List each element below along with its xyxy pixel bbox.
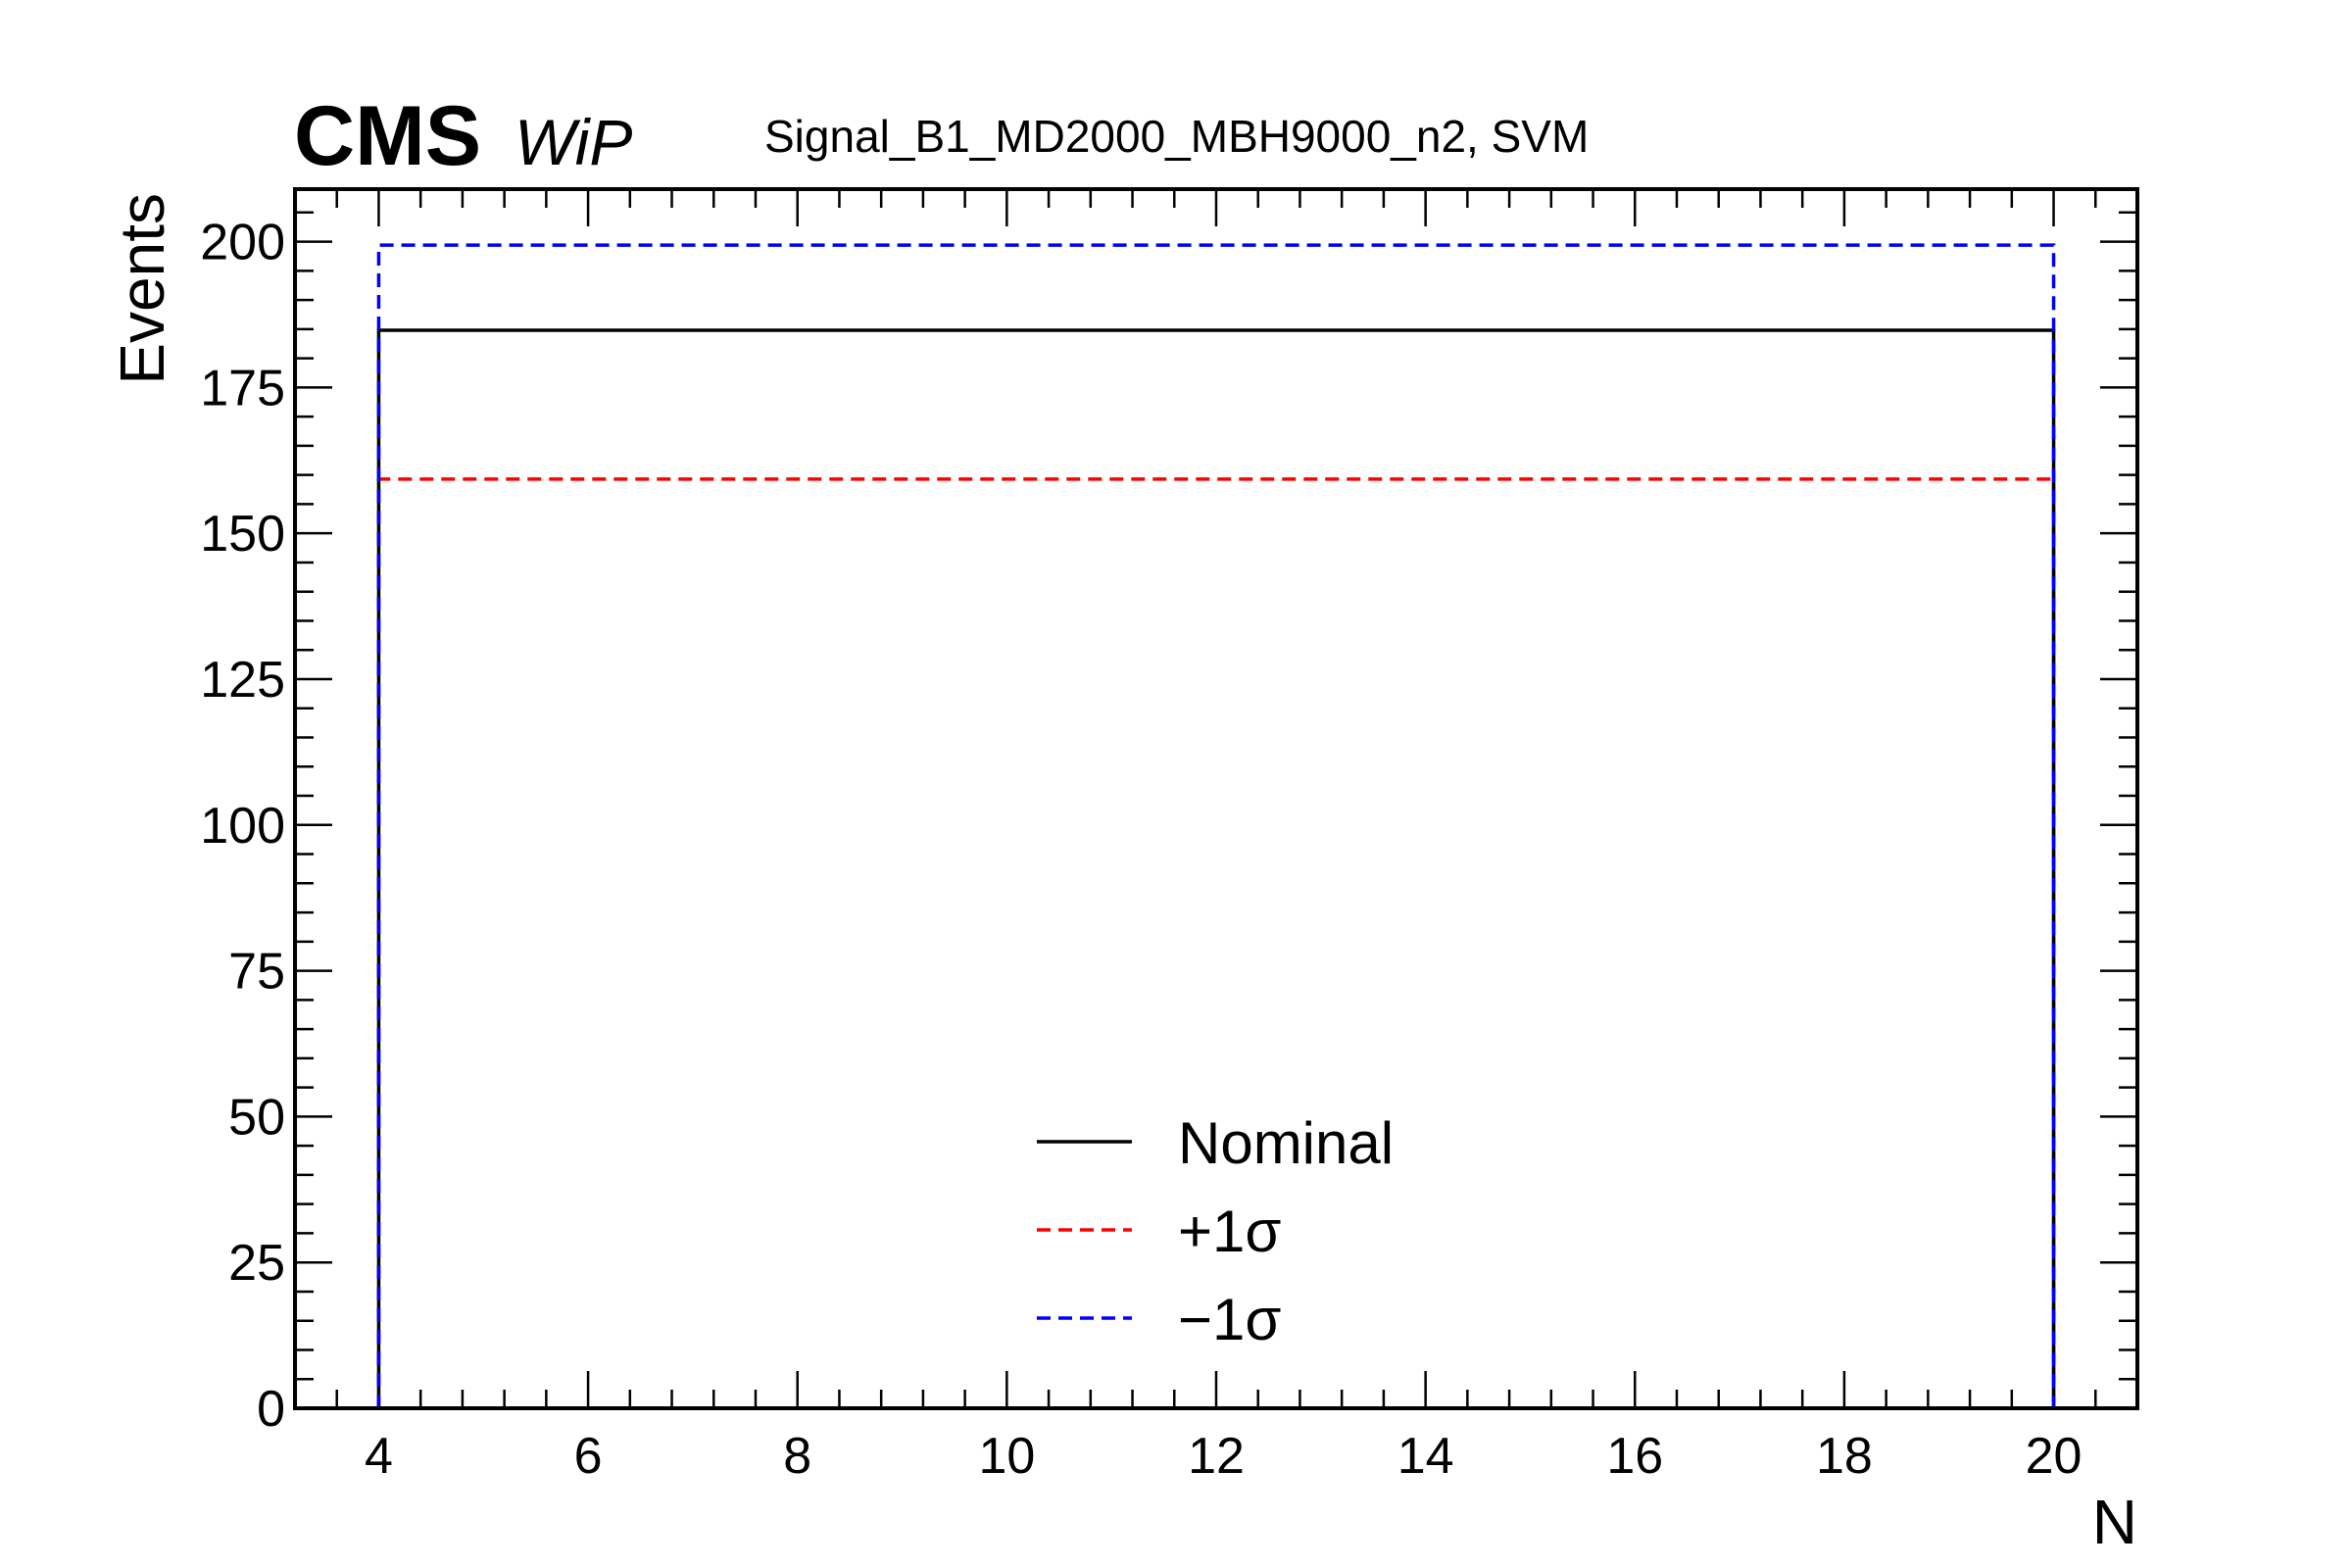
legend-label-1: +1σ — [1178, 1199, 1281, 1264]
x-tick-label: 4 — [365, 1428, 393, 1485]
legend-label-0: Nominal — [1178, 1110, 1394, 1176]
x-axis-title: N — [2092, 1487, 2137, 1557]
y-tick-label: 150 — [200, 506, 285, 563]
y-tick-label: 25 — [228, 1235, 285, 1292]
plot-subtitle: Signal_B1_MD2000_MBH9000_n2, SVM — [764, 111, 1589, 162]
x-tick-label: 12 — [1188, 1428, 1245, 1485]
x-tick-label: 20 — [2026, 1428, 2082, 1485]
x-tick-label: 14 — [1397, 1428, 1454, 1485]
series-2-step — [376, 243, 2056, 1408]
wip-label: WiP — [514, 106, 632, 178]
y-tick-label: 100 — [200, 798, 285, 855]
y-tick-label: 50 — [228, 1089, 285, 1146]
x-tick-label: 16 — [1606, 1428, 1663, 1485]
x-tick-label: 10 — [978, 1428, 1035, 1485]
histogram-series — [376, 243, 2056, 1408]
x-tick-label: 18 — [1816, 1428, 1873, 1485]
y-tick-label: 75 — [228, 944, 285, 1001]
y-tick-label: 0 — [257, 1381, 285, 1438]
x-tick-label: 8 — [783, 1428, 811, 1485]
legend-label-2: −1σ — [1178, 1287, 1281, 1352]
cms-label: CMS — [294, 89, 481, 183]
axis-ticks — [293, 189, 2139, 1410]
series-1-step — [376, 477, 2056, 1408]
plot-frame — [293, 187, 2139, 1410]
y-tick-label: 125 — [200, 652, 285, 709]
y-tick-label: 175 — [200, 360, 285, 416]
legend: Nominal +1σ −1σ — [1037, 1110, 1394, 1352]
y-tick-label: 200 — [200, 215, 285, 271]
x-tick-label: 6 — [574, 1428, 603, 1485]
y-axis-title: Events — [107, 193, 177, 385]
